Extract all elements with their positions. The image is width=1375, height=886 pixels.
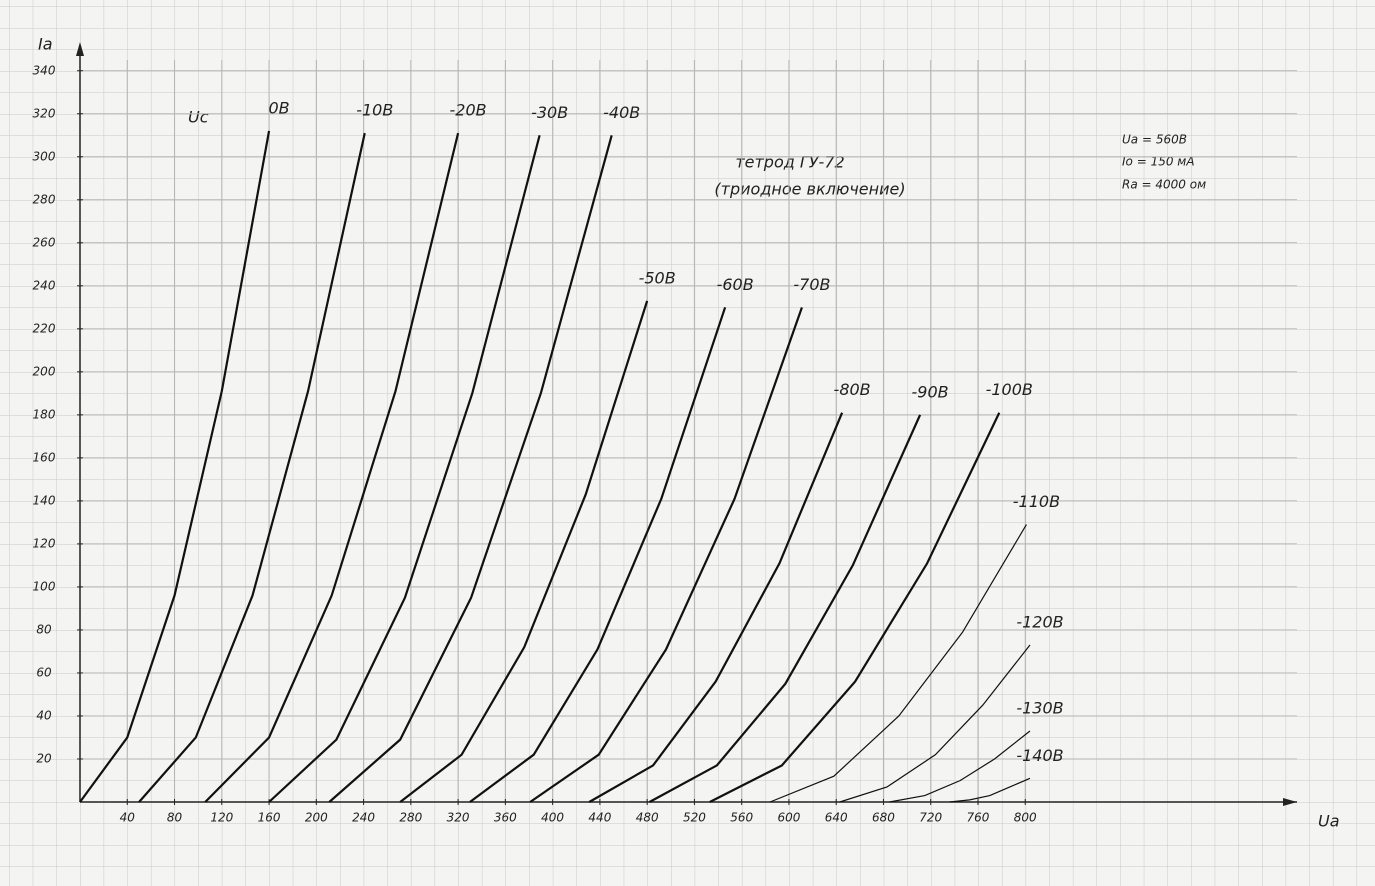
curve (769, 524, 1027, 803)
x-tick-label: 320 (447, 811, 470, 825)
x-tick-label: 400 (541, 811, 564, 825)
curve (399, 300, 649, 803)
x-tick-label: 720 (919, 811, 942, 825)
y-tick-label: 280 (33, 192, 56, 206)
y-tick-label: 260 (33, 235, 56, 249)
chart-subtitle: (триодное включение) (714, 180, 905, 199)
series-label: -30В (531, 103, 568, 122)
curve (268, 134, 541, 803)
annotation: Ra = 4000 ом (1122, 178, 1206, 192)
y-tick-label: 40 (36, 708, 52, 722)
curve (469, 306, 727, 803)
y-tick-label: 300 (33, 149, 56, 163)
x-tick-label: 440 (588, 811, 611, 825)
y-tick-label: 160 (33, 450, 56, 464)
y-tick-label: 240 (33, 278, 56, 292)
x-tick-label: 280 (399, 811, 422, 825)
y-tick-label: 140 (33, 493, 56, 507)
x-tick-label: 800 (1014, 811, 1037, 825)
x-tick-label: 240 (352, 811, 375, 825)
y-axis-label: Ia (38, 35, 53, 54)
y-tick-label: 80 (36, 622, 52, 636)
series-label: 0В (268, 98, 289, 117)
series-label: -80В (834, 380, 871, 399)
x-tick-label: 80 (167, 811, 183, 825)
x-tick-label: 200 (305, 811, 328, 825)
x-axis-arrow (1283, 798, 1297, 806)
y-tick-label: 220 (33, 321, 56, 335)
x-tick-label: 360 (494, 811, 517, 825)
y-tick-label: 120 (33, 536, 56, 550)
curve (709, 412, 1001, 803)
series-label: -130В (1016, 699, 1063, 718)
curve (79, 130, 271, 803)
curve (949, 777, 1031, 803)
series-label: -10В (356, 101, 393, 120)
x-tick-label: 520 (683, 811, 706, 825)
x-axis-label: Ua (1318, 812, 1340, 831)
x-tick-label: 40 (120, 811, 136, 825)
series-label: -120В (1016, 612, 1063, 631)
x-tick-label: 560 (730, 811, 753, 825)
series-label: -100В (986, 380, 1033, 399)
curve (328, 134, 613, 803)
x-tick-label: 640 (825, 811, 848, 825)
series-label: -90В (912, 382, 949, 401)
series-label: -70В (793, 275, 830, 294)
x-tick-label: 120 (210, 811, 233, 825)
y-tick-label: 60 (36, 665, 52, 679)
x-tick-label: 760 (967, 811, 990, 825)
curve (889, 730, 1031, 803)
y-tick-label: 100 (33, 579, 56, 593)
x-tick-label: 480 (636, 811, 659, 825)
y-axis-arrow (76, 42, 84, 56)
series-label: -40В (603, 103, 640, 122)
x-tick-label: 680 (872, 811, 895, 825)
chart-title: тетрод ГУ-72 (735, 153, 844, 172)
x-tick-label: 160 (258, 811, 281, 825)
y-tick-label: 20 (36, 751, 52, 765)
y-tick-label: 340 (33, 63, 56, 77)
annotation: Io = 150 мА (1122, 155, 1195, 169)
curve (839, 644, 1031, 803)
series-label: -110В (1013, 492, 1060, 511)
y-tick-label: 180 (33, 407, 56, 421)
y-tick-label: 200 (33, 364, 56, 378)
curve (648, 414, 922, 803)
curve (529, 306, 803, 803)
curve (588, 412, 844, 803)
series-label: -20В (450, 101, 487, 120)
y-tick-label: 320 (33, 106, 56, 120)
series-label: -50В (639, 268, 676, 287)
series-label: -140В (1016, 746, 1063, 765)
curve (204, 132, 460, 803)
legend-title: Uc (188, 108, 209, 127)
x-tick-label: 600 (777, 811, 800, 825)
series-label: -60В (717, 275, 754, 294)
annotation: Ua = 560В (1122, 133, 1187, 147)
curve (138, 132, 366, 803)
